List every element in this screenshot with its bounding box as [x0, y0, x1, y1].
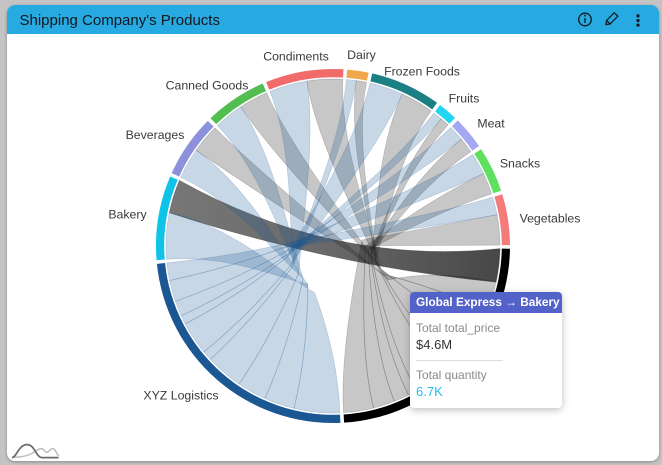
svg-text:Bakery: Bakery	[108, 208, 147, 222]
svg-text:Fruits: Fruits	[449, 92, 480, 106]
svg-text:Dairy: Dairy	[347, 48, 377, 62]
svg-text:Condiments: Condiments	[263, 50, 329, 64]
svg-text:Beverages: Beverages	[126, 128, 185, 142]
svg-text:Canned Goods: Canned Goods	[166, 79, 249, 93]
svg-text:XYZ Logistics: XYZ Logistics	[143, 389, 218, 403]
svg-text:Meat: Meat	[477, 117, 505, 131]
svg-text:Vegetables: Vegetables	[520, 212, 581, 226]
svg-text:Snacks: Snacks	[500, 157, 540, 171]
svg-text:Frozen Foods: Frozen Foods	[384, 65, 460, 79]
